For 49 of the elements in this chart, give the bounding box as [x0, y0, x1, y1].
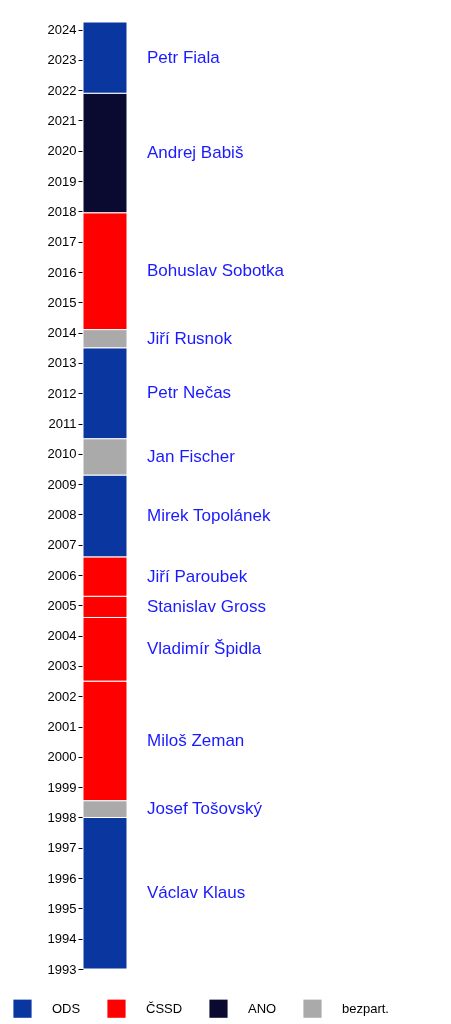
annotation: Bohuslav Sobotka: [147, 261, 285, 281]
y-tick-label: 2006: [47, 567, 77, 583]
annotation: Jiří Paroubek: [147, 566, 248, 586]
y-tick-label: 2003: [47, 658, 77, 674]
y-tick-label: 2022: [47, 82, 77, 98]
y-tick-label: 1993: [47, 961, 77, 977]
y-tick-label: 2011: [48, 416, 77, 432]
y-tick-label: 1994: [47, 931, 77, 947]
y-tick-label: 1995: [47, 900, 77, 916]
legend-label: ANO: [248, 1000, 277, 1016]
y-tick-label: 2005: [47, 597, 77, 613]
annotation: Petr Fiala: [147, 47, 221, 67]
y-tick-label: 2019: [47, 173, 77, 189]
annotation: Václav Klaus: [147, 883, 246, 903]
y-tick-label: 2007: [47, 537, 77, 553]
y-tick-label: 2004: [47, 628, 77, 644]
y-tick-label: 2016: [47, 264, 77, 280]
y-tick-label: 2002: [47, 688, 77, 704]
y-tick-label: 1999: [47, 779, 77, 795]
legend-label: bezpart.: [342, 1000, 389, 1016]
annotation: Josef Tošovský: [147, 799, 263, 819]
y-tick-label: 2009: [47, 476, 77, 492]
legend-label: ODS: [52, 1000, 81, 1016]
y-tick-label: 2013: [47, 355, 77, 371]
y-tick-label: 2000: [47, 749, 77, 765]
y-tick-label: 2010: [47, 446, 77, 462]
y-tick-label: 1998: [47, 809, 77, 825]
y-tick-label: 2023: [47, 52, 77, 68]
y-tick-label: 2012: [47, 385, 77, 401]
y-tick-label: 1996: [47, 870, 77, 886]
y-tick-label: 2017: [47, 234, 77, 250]
y-tick-label: 2024: [47, 22, 77, 38]
annotation: Jan Fischer: [147, 446, 236, 466]
annotation: Miloš Zeman: [147, 730, 245, 750]
annotation: Andrej Babiš: [147, 143, 244, 163]
annotation: Mirek Topolánek: [147, 505, 271, 525]
annotation: Stanislav Gross: [147, 596, 267, 616]
annotation: Petr Nečas: [147, 383, 232, 403]
y-tick-label: 2020: [47, 143, 77, 159]
y-tick-label: 2008: [47, 506, 77, 522]
y-tick-label: 2018: [47, 203, 77, 219]
y-tick-label: 2015: [47, 294, 77, 310]
annotation: Jiří Rusnok: [147, 328, 233, 348]
annotation: Vladimír Špidla: [147, 639, 262, 659]
y-tick-label: 1997: [47, 840, 77, 856]
y-tick-label: 2021: [47, 112, 77, 128]
y-tick-label: 2001: [47, 719, 77, 735]
y-tick-label: 2014: [47, 325, 77, 341]
legend-label: ČSSD: [146, 1000, 183, 1016]
